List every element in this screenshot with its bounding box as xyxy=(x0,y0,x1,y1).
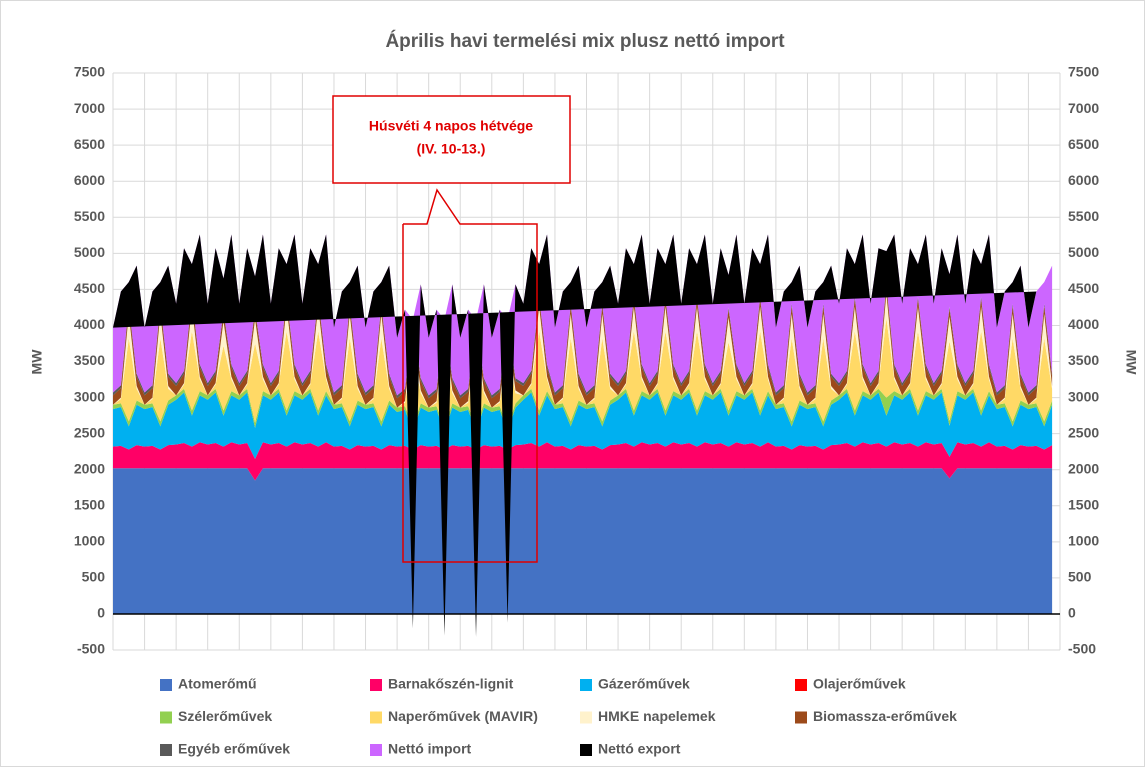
y-tick-label: 6500 xyxy=(74,136,105,152)
y2-tick-label: 6500 xyxy=(1068,136,1099,152)
chart-title: Április havi termelési mix plusz nettó i… xyxy=(385,30,785,52)
legend-swatch xyxy=(160,679,172,691)
legend-swatch xyxy=(580,744,592,756)
annotation-text: (IV. 10-13.) xyxy=(417,141,486,157)
area xyxy=(113,388,1053,432)
legend-label: Olajerőművek xyxy=(813,676,906,692)
legend-swatch xyxy=(580,679,592,691)
y2-tick-label: 6000 xyxy=(1068,172,1099,188)
y-tick-label: -500 xyxy=(77,641,105,657)
y-tick-label: 7500 xyxy=(74,64,105,80)
legend-label: Atomerőmű xyxy=(178,676,257,692)
highlight-box xyxy=(402,188,538,563)
y-tick-label: 1500 xyxy=(74,496,105,512)
y-axis-label: MW xyxy=(29,349,45,375)
y-tick-label: 7000 xyxy=(74,100,105,116)
legend-swatch xyxy=(160,711,172,724)
y2-tick-label: 2000 xyxy=(1068,460,1099,476)
legend-label: Szélerőművek xyxy=(178,708,272,724)
legend-swatch xyxy=(370,679,382,691)
y2-tick-label: 7500 xyxy=(1068,64,1099,80)
y-tick-label: 2500 xyxy=(74,424,105,440)
y2-tick-label: 0 xyxy=(1068,605,1076,621)
y-tick-label: 4500 xyxy=(74,280,105,296)
legend-label: Nettó import xyxy=(388,741,472,757)
legend-label: HMKE napelemek xyxy=(598,708,716,724)
legend-label: Egyéb erőművek xyxy=(178,741,290,757)
y2-tick-label: 5000 xyxy=(1068,244,1099,260)
area xyxy=(113,392,1053,459)
y-tick-label: 500 xyxy=(82,569,106,585)
y2-tick-label: 7000 xyxy=(1068,100,1099,116)
plot-area xyxy=(112,72,1061,651)
annotation-text: Húsvéti 4 napos hétvége xyxy=(369,118,533,134)
callout-box xyxy=(332,95,571,184)
y-tick-label: 4000 xyxy=(74,316,105,332)
legend-swatch xyxy=(580,711,592,724)
y-tick-label: 5000 xyxy=(74,244,105,260)
legend-swatch xyxy=(795,711,807,724)
area xyxy=(113,318,1053,427)
legend-label: Gázerőművek xyxy=(598,676,690,692)
area xyxy=(113,293,1053,408)
y2-tick-label: 2500 xyxy=(1068,424,1099,440)
y2-tick-label: 4000 xyxy=(1068,316,1099,332)
legend-label: Biomassza-erőművek xyxy=(813,708,957,724)
y-tick-label: 5500 xyxy=(74,208,105,224)
y2-tick-label: 3000 xyxy=(1068,388,1099,404)
y-tick-label: 2000 xyxy=(74,460,105,476)
y-tick-label: 6000 xyxy=(74,172,105,188)
y2-tick-label: 1000 xyxy=(1068,533,1099,549)
y2-tick-label: 1500 xyxy=(1068,496,1099,512)
area xyxy=(113,234,1037,638)
area xyxy=(113,234,1053,396)
y-tick-label: 3000 xyxy=(74,388,105,404)
annotation: Húsvéti 4 napos hétvége (IV. 10-13.) xyxy=(332,95,571,563)
y2-tick-label: 4500 xyxy=(1068,280,1099,296)
legend-swatch xyxy=(370,744,382,756)
y2-axis-label: MW xyxy=(1123,350,1139,376)
legend-label: Nettó export xyxy=(598,741,681,757)
y-tick-label: 0 xyxy=(97,605,105,621)
y2-tick-label: 5500 xyxy=(1068,208,1099,224)
legend-label: Naperőművek (MAVIR) xyxy=(388,708,538,724)
area xyxy=(113,442,1053,481)
y2-tick-label: -500 xyxy=(1068,641,1096,657)
legend-swatch xyxy=(370,711,382,724)
legend-swatch xyxy=(795,679,807,691)
legend-swatch xyxy=(160,744,172,756)
y-tick-label: 1000 xyxy=(74,533,105,549)
legend-label: Barnakőszén-lignit xyxy=(388,676,514,692)
area xyxy=(113,468,1053,614)
y-tick-label: 3500 xyxy=(74,352,105,368)
y2-tick-label: 500 xyxy=(1068,569,1092,585)
y2-tick-label: 3500 xyxy=(1068,352,1099,368)
